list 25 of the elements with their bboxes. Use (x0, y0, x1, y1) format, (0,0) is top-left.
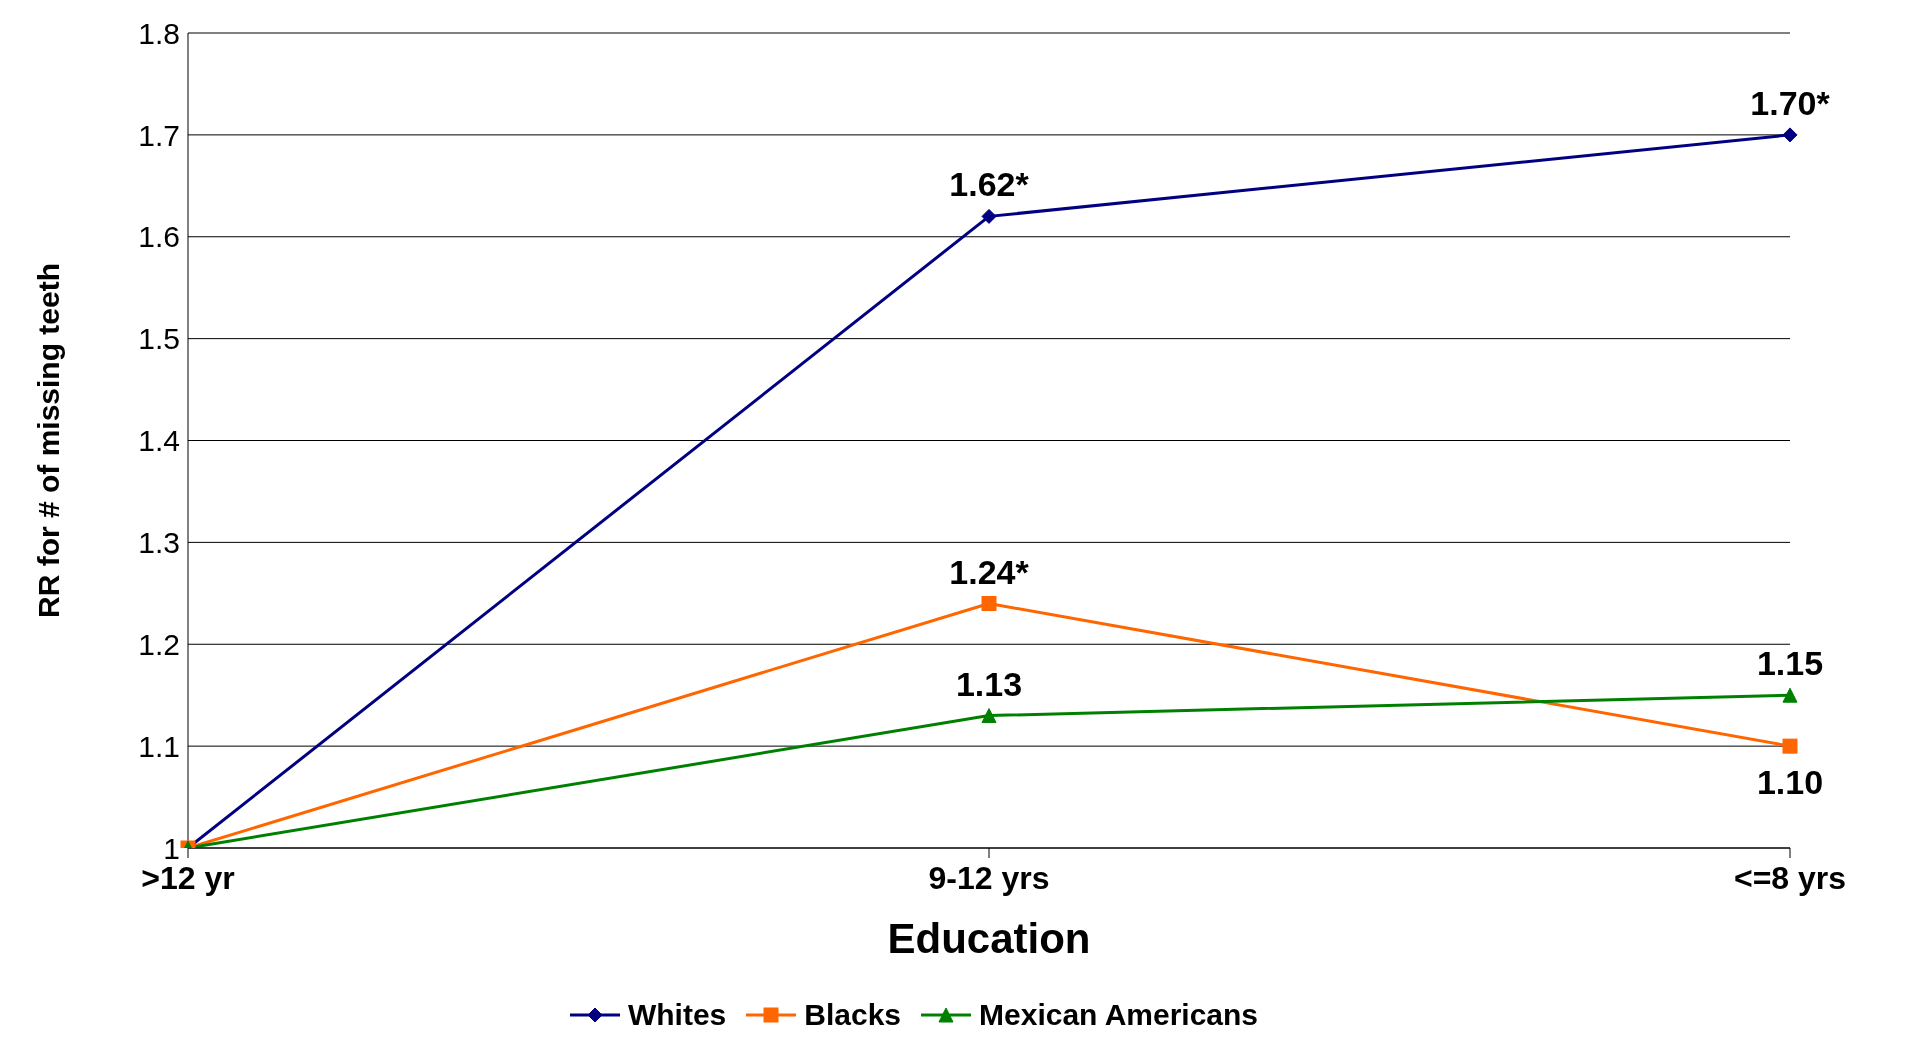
point (1782, 738, 1798, 754)
legend-label: Blacks (803, 998, 902, 1032)
data-label: 1.62* (949, 165, 1030, 204)
y-axis-title: RR for # of missing teeth (31, 262, 65, 619)
point (981, 596, 997, 611)
y-tick-label: 1.3 (138, 526, 180, 560)
y-tick-label: 1.7 (138, 118, 180, 152)
y-tick-label: 1.6 (138, 220, 180, 254)
data-label: 1.13 (955, 664, 1023, 703)
y-tick-label: 1.4 (138, 424, 180, 458)
x-axis-title: Education (887, 915, 1091, 962)
point (1782, 127, 1798, 143)
legend-label: Whites (626, 998, 727, 1032)
point (981, 208, 997, 224)
data-label: 1.15 (1756, 644, 1824, 683)
data-label: 1.10 (1756, 763, 1824, 802)
y-tick-label: 1.2 (138, 627, 180, 661)
data-label: 1.70* (1750, 83, 1831, 122)
y-tick-label: 1.5 (138, 322, 180, 356)
x-tick-label: <=8 yrs (1733, 859, 1847, 896)
data-label: 1.24* (949, 552, 1030, 591)
y-tick-label: 1.8 (138, 16, 180, 50)
y-tick-label: 1.1 (138, 729, 180, 763)
legend-label: Mexican Americans (978, 998, 1259, 1032)
x-tick-label: 9-12 yrs (928, 859, 1050, 896)
